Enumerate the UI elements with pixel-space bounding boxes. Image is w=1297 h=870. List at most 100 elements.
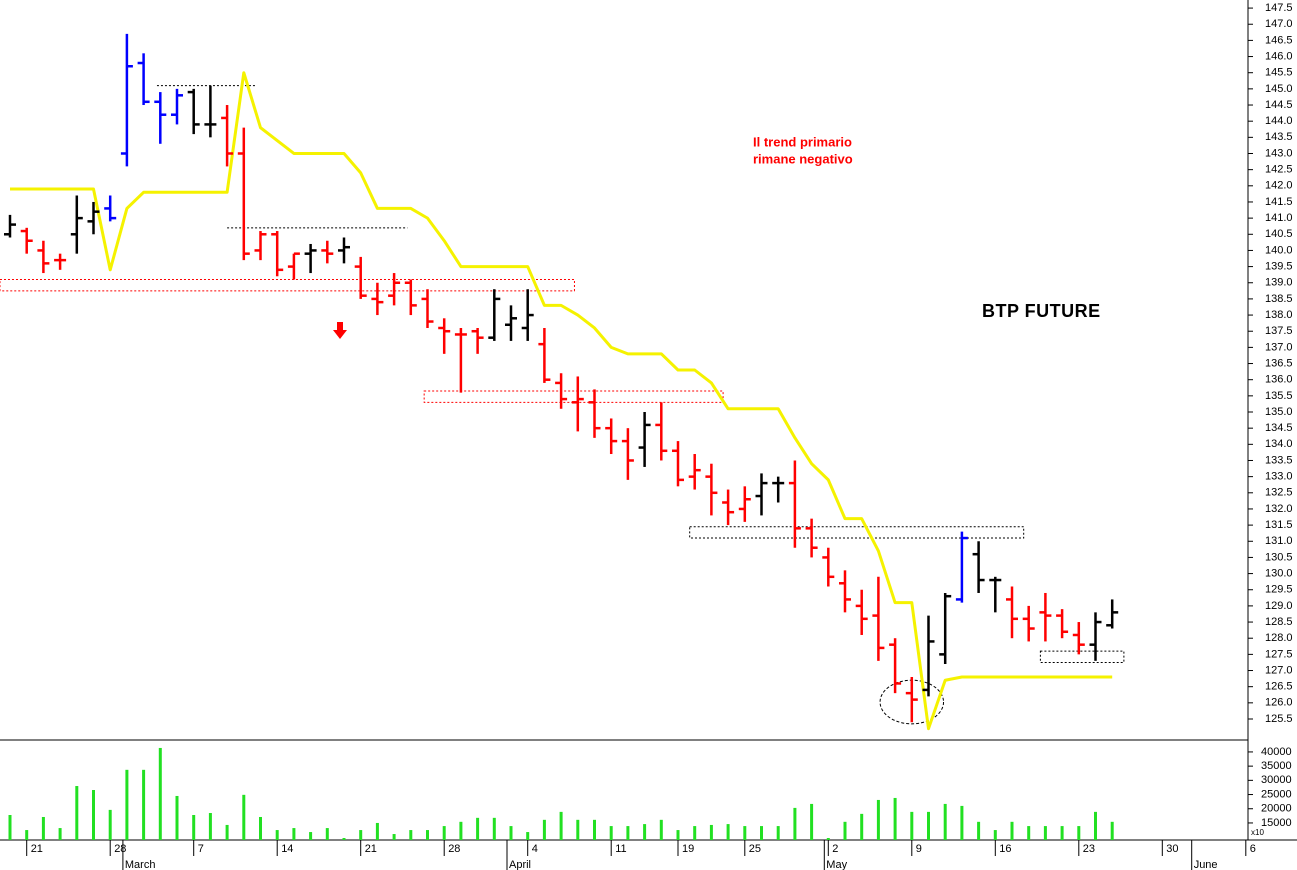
volume-bar bbox=[676, 830, 680, 840]
volume-bar bbox=[476, 817, 480, 840]
volume-bar bbox=[1094, 811, 1097, 840]
y-tick-label: 141.5 bbox=[1265, 196, 1293, 208]
volume-tick-label: 15000 bbox=[1261, 817, 1292, 829]
y-tick-label: 141.0 bbox=[1265, 212, 1293, 224]
y-tick-label: 138.5 bbox=[1265, 293, 1293, 305]
volume-bar bbox=[659, 819, 663, 840]
x-tick-label: 28 bbox=[448, 843, 460, 855]
volume-bar bbox=[492, 817, 496, 840]
volume-bar bbox=[609, 826, 613, 840]
volume-bar bbox=[860, 813, 864, 840]
level-zone bbox=[0, 279, 575, 292]
volume-bar bbox=[292, 828, 296, 840]
volume-bar bbox=[459, 821, 463, 840]
volume-bar bbox=[760, 826, 763, 840]
volume-bar bbox=[1010, 821, 1014, 840]
x-tick-label: 30 bbox=[1166, 843, 1178, 855]
volume-bar bbox=[158, 747, 162, 840]
volume-bar bbox=[75, 786, 79, 840]
x-tick-label: 11 bbox=[615, 843, 626, 855]
volume-bar bbox=[826, 838, 830, 840]
volume-bar bbox=[392, 834, 396, 840]
y-tick-label: 136.5 bbox=[1265, 357, 1293, 369]
volume-bar bbox=[509, 826, 513, 840]
level-zone bbox=[423, 390, 724, 403]
y-tick-label: 145.5 bbox=[1265, 67, 1293, 79]
y-tick-label: 131.0 bbox=[1265, 535, 1293, 547]
y-tick-label: 133.5 bbox=[1265, 454, 1293, 466]
volume-axis-note: x10 bbox=[1251, 828, 1264, 837]
volume-bar bbox=[977, 821, 981, 840]
month-label: June bbox=[1194, 859, 1218, 870]
y-tick-label: 137.0 bbox=[1265, 341, 1293, 353]
month-label: May bbox=[826, 859, 847, 870]
volume-bar bbox=[993, 830, 997, 840]
volume-bar bbox=[726, 824, 730, 840]
volume-tick-label: 35000 bbox=[1261, 760, 1292, 772]
y-tick-label: 126.5 bbox=[1265, 681, 1293, 693]
volume-bar bbox=[910, 811, 914, 840]
y-tick-label: 144.0 bbox=[1265, 115, 1293, 127]
volume-bar bbox=[1110, 821, 1114, 840]
volume-bar bbox=[225, 824, 229, 840]
y-tick-label: 147.0 bbox=[1265, 18, 1293, 30]
month-label: April bbox=[509, 859, 531, 870]
x-tick-label: 6 bbox=[1250, 843, 1256, 855]
y-tick-label: 142.0 bbox=[1265, 180, 1293, 192]
stop-line bbox=[10, 71, 1113, 731]
volume-bar bbox=[1043, 826, 1047, 840]
volume-bar bbox=[208, 813, 212, 840]
volume-bar bbox=[576, 819, 580, 840]
y-tick-label: 143.0 bbox=[1265, 147, 1293, 159]
x-tick-label: 19 bbox=[682, 843, 694, 855]
volume-bar bbox=[526, 832, 530, 840]
volume-bar bbox=[342, 838, 346, 840]
x-tick-label: 9 bbox=[916, 843, 922, 855]
volume-bar bbox=[643, 824, 647, 840]
x-tick-label: 2 bbox=[832, 843, 838, 855]
volume-tick-label: 40000 bbox=[1261, 746, 1292, 758]
volume-bar bbox=[142, 769, 146, 840]
volume-bar bbox=[1060, 826, 1064, 840]
volume-bar bbox=[943, 803, 947, 840]
volume-bar bbox=[375, 822, 379, 840]
y-tick-label: 134.5 bbox=[1265, 422, 1293, 434]
x-tick-label: 16 bbox=[999, 843, 1011, 855]
volume-bar bbox=[626, 826, 630, 840]
volume-bar bbox=[426, 830, 429, 840]
volume-bar bbox=[776, 826, 780, 840]
volume-bar bbox=[175, 795, 179, 840]
volume-bar bbox=[442, 826, 446, 840]
y-tick-label: 134.0 bbox=[1265, 438, 1293, 450]
y-tick-label: 139.5 bbox=[1265, 261, 1293, 273]
y-tick-label: 127.0 bbox=[1265, 664, 1293, 676]
volume-tick-label: 30000 bbox=[1261, 774, 1292, 786]
volume-bar bbox=[25, 830, 29, 840]
volume-bar bbox=[793, 807, 797, 840]
volume-bar bbox=[893, 797, 897, 840]
annotation-line: Il trend primario bbox=[753, 134, 852, 149]
y-tick-label: 126.0 bbox=[1265, 697, 1293, 709]
y-tick-label: 127.5 bbox=[1265, 648, 1293, 660]
signal-arrow bbox=[333, 322, 347, 339]
x-tick-label: 21 bbox=[31, 843, 43, 855]
x-tick-label: 25 bbox=[749, 843, 761, 855]
volume-bar bbox=[960, 805, 964, 840]
volume-bar bbox=[693, 826, 697, 840]
volume-bar bbox=[309, 832, 313, 840]
x-tick-label: 23 bbox=[1083, 843, 1095, 855]
y-tick-label: 128.0 bbox=[1265, 632, 1293, 644]
y-tick-label: 130.0 bbox=[1265, 567, 1293, 579]
x-tick-label: 14 bbox=[281, 843, 293, 855]
volume-bar bbox=[108, 809, 112, 840]
y-tick-label: 129.5 bbox=[1265, 584, 1293, 596]
month-label: March bbox=[125, 859, 156, 870]
x-tick-label: 4 bbox=[532, 843, 538, 855]
y-tick-label: 139.0 bbox=[1265, 277, 1293, 289]
x-tick-label: 28 bbox=[114, 843, 126, 855]
annotation-line: rimane negativo bbox=[753, 151, 853, 166]
y-tick-label: 132.0 bbox=[1265, 503, 1293, 515]
volume-bar bbox=[125, 769, 129, 840]
